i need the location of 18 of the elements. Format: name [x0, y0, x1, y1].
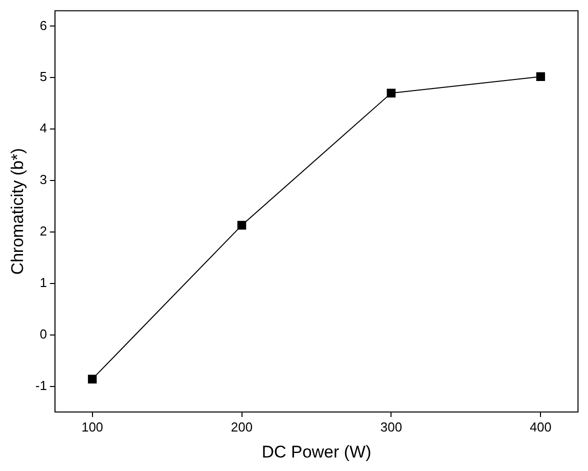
point — [237, 220, 246, 230]
y-tick-label: -1 — [35, 378, 47, 393]
y-tick-label: 0 — [40, 326, 47, 342]
y-tick-label: 1 — [40, 274, 47, 290]
y-tick-label: 4 — [40, 120, 47, 136]
y-tick-label: 3 — [40, 172, 47, 188]
point — [386, 88, 396, 98]
x-tick-label: 300 — [380, 419, 402, 434]
y-tick-label: 2 — [40, 224, 47, 239]
x-axis-title: DC Power (W) — [262, 442, 372, 462]
x-tick-label: 100 — [81, 419, 104, 434]
y-tick-label: 6 — [40, 18, 47, 33]
y-tick-label: 5 — [40, 69, 47, 84]
y-axis-title: Chromaticity (b*) — [8, 148, 27, 275]
point — [88, 374, 97, 384]
x-tick-label: 400 — [530, 419, 552, 434]
point — [536, 72, 546, 82]
x-tick-label: 200 — [230, 419, 253, 434]
